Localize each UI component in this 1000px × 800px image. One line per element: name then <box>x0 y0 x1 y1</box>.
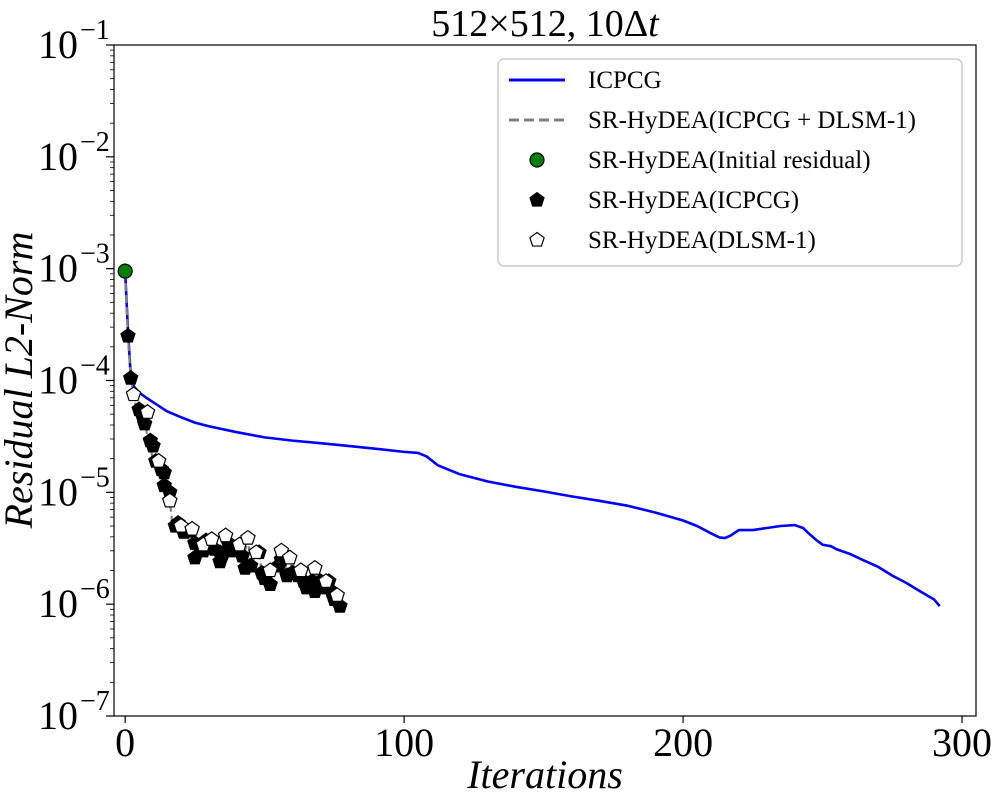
y-tick-base: 10 <box>38 469 78 514</box>
y-tick-exponent: −5 <box>80 462 110 493</box>
marker-icpcg <box>136 415 153 431</box>
title-part: , 10 <box>567 3 624 45</box>
x-tick-label: 100 <box>374 720 434 765</box>
title-part: 512 <box>431 3 488 45</box>
y-tick-exponent: −1 <box>80 15 110 46</box>
x-tick-label: 200 <box>653 720 713 765</box>
legend-entry-initial: SR-HyDEA(Initial residual) <box>529 147 871 174</box>
x-axis-label: Iterations <box>466 752 623 797</box>
legend-label-dlsm: SR-HyDEA(DLSM-1) <box>588 227 816 254</box>
y-tick-base: 10 <box>38 134 78 179</box>
legend-label-initial: SR-HyDEA(Initial residual) <box>588 147 871 174</box>
marker-dlsm <box>248 544 265 560</box>
marker-dlsm <box>329 587 346 602</box>
marker-dlsm <box>139 404 156 419</box>
marker-icpcg <box>145 437 161 453</box>
y-tick-base: 10 <box>38 581 78 626</box>
y-tick-exponent: −7 <box>80 686 110 717</box>
y-tick-base: 10 <box>38 358 78 403</box>
y-tick-exponent: −6 <box>80 574 110 605</box>
y-tick-exponent: −2 <box>80 127 110 158</box>
x-tick-label: 300 <box>932 720 992 765</box>
legend-entry-dlsm: SR-HyDEA(DLSM-1) <box>529 227 816 254</box>
y-axis: 10−710−610−510−410−310−210−1 <box>38 15 114 738</box>
y-tick-exponent: −3 <box>80 239 110 270</box>
marker-icpcg <box>234 547 251 563</box>
legend-box <box>497 58 963 267</box>
marker-dlsm <box>150 452 167 468</box>
marker-icpcg <box>262 576 278 592</box>
marker-dlsm <box>184 520 200 536</box>
marker-initial-residual <box>117 263 133 279</box>
marker-dlsm <box>240 529 256 545</box>
y-tick-label: 10 <box>38 358 78 403</box>
y-tick-label: 10 <box>38 693 78 738</box>
marker-dlsm <box>318 573 334 589</box>
title-part: 512 <box>510 3 567 45</box>
marker-icpcg <box>123 370 139 385</box>
x-tick-label: 0 <box>115 720 135 765</box>
y-tick-label: 10 <box>38 581 78 626</box>
marker-icpcg <box>120 327 136 343</box>
y-tick-base: 10 <box>38 246 78 291</box>
marker-dlsm <box>281 549 298 565</box>
y-axis-label: Residual L2-Norm <box>0 232 41 530</box>
marker-layer <box>117 263 348 613</box>
legend-entry-icpcg-marker: SR-HyDEA(ICPCG) <box>529 187 799 214</box>
marker-dlsm <box>293 562 309 578</box>
series-line-icpcg <box>123 271 941 607</box>
y-tick-label: 10 <box>38 22 78 67</box>
y-tick-label: 10 <box>38 134 78 179</box>
marker-dlsm <box>161 492 178 508</box>
y-tick-base: 10 <box>38 22 78 67</box>
legend-label-icpcg-marker: SR-HyDEA(ICPCG) <box>588 187 799 214</box>
legend-marker-icpcg <box>529 191 545 207</box>
legend: ICPCG SR-HyDEA(ICPCG + DLSM-1) SR-HyDEA(… <box>497 58 963 267</box>
marker-dlsm <box>262 562 279 578</box>
y-tick-exponent: −4 <box>80 351 110 382</box>
marker-dlsm <box>173 517 189 533</box>
legend-entry-icpcg: ICPCG <box>509 67 662 94</box>
marker-dlsm <box>307 559 323 575</box>
marker-dlsm <box>217 527 234 543</box>
title-part: × <box>488 3 509 45</box>
legend-marker-dlsm <box>529 231 545 247</box>
legend-marker-initial <box>529 152 545 168</box>
legend-entry-hybrid: SR-HyDEA(ICPCG + DLSM-1) <box>509 107 916 134</box>
chart-title: 512×512, 10Δt <box>431 3 660 45</box>
title-part: Δ <box>624 3 648 45</box>
y-tick-base: 10 <box>38 693 78 738</box>
y-tick-label: 10 <box>38 246 78 291</box>
legend-label-hybrid: SR-HyDEA(ICPCG + DLSM-1) <box>588 107 916 134</box>
marker-icpcg <box>332 598 348 613</box>
x-axis: 0 100 200 300 <box>115 716 992 765</box>
marker-dlsm <box>203 531 220 547</box>
y-tick-label: 10 <box>38 469 78 514</box>
marker-dlsm <box>125 386 142 402</box>
marker-icpcg <box>242 557 259 573</box>
legend-label-icpcg: ICPCG <box>588 67 662 94</box>
title-part: t <box>648 3 660 45</box>
